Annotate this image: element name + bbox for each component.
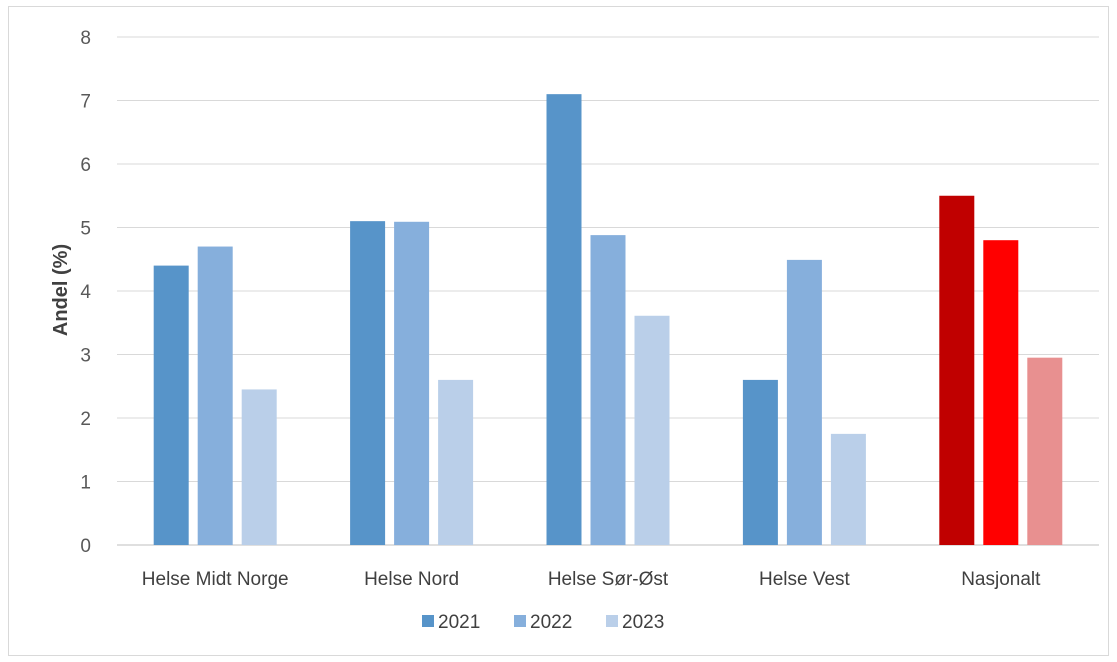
bar-2023-helse-midt-norge	[241, 389, 277, 545]
category-label: Nasjonalt	[961, 569, 1041, 590]
bar-2023-helse-s-r-st	[634, 315, 670, 545]
bar-2022-helse-midt-norge	[197, 246, 233, 546]
legend: 2021 2022 2023	[422, 612, 664, 633]
bar-2021-helse-vest	[742, 379, 778, 545]
y-tick-label: 3	[80, 346, 91, 367]
legend-swatch-2021	[422, 615, 434, 627]
bar-2022-helse-vest	[786, 259, 822, 545]
y-tick-label: 2	[80, 409, 91, 430]
legend-label-2021: 2021	[438, 612, 480, 633]
legend-swatch-2022	[514, 615, 526, 627]
category-label: Helse Nord	[364, 569, 459, 590]
bar-2021-nasjonalt	[939, 195, 975, 545]
bar-2022-nasjonalt	[983, 240, 1019, 545]
bar-2021-helse-nord	[350, 221, 386, 545]
y-tick-label: 1	[80, 473, 91, 494]
category-label: Helse Vest	[759, 569, 851, 590]
y-tick-label: 6	[80, 155, 91, 176]
legend-label-2022: 2022	[530, 612, 572, 633]
bar-2023-nasjonalt	[1027, 357, 1063, 545]
y-tick-label: 0	[80, 536, 91, 557]
bar-2023-helse-nord	[438, 379, 474, 545]
legend-label-2023: 2023	[622, 612, 664, 633]
y-tick-label: 4	[80, 282, 91, 303]
bars	[153, 94, 1063, 546]
y-tick-label: 8	[80, 28, 91, 49]
bar-2021-helse-s-r-st	[546, 94, 582, 546]
y-tick-label: 7	[80, 92, 91, 113]
bar-2022-helse-nord	[394, 221, 430, 545]
bar-2022-helse-s-r-st	[590, 235, 626, 545]
category-labels: Helse Midt Norge Helse Nord Helse Sør-Øst H…	[142, 569, 1041, 590]
bar-2023-helse-vest	[830, 433, 866, 545]
y-tick-label: 5	[80, 219, 91, 240]
category-label: Helse Sør-Øst	[548, 569, 669, 590]
y-axis-title: Andel (%)	[50, 244, 72, 336]
legend-swatch-2023	[606, 615, 618, 627]
y-tick-labels: 0 1 2 3 4 5 6 7 8	[80, 28, 91, 557]
category-label: Helse Midt Norge	[142, 569, 289, 590]
bar-2021-helse-midt-norge	[153, 265, 189, 545]
